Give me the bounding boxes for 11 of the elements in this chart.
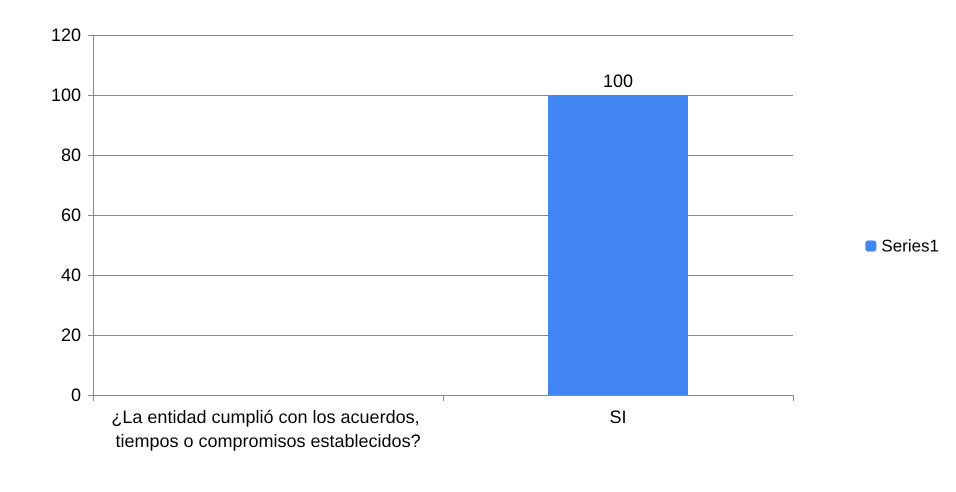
x-tick-label: ¿La entidad cumplió con los acuerdos, tiempos o compromisos establecidos? bbox=[111, 407, 425, 451]
y-tick-label: 100 bbox=[50, 85, 81, 105]
y-tick-label: 120 bbox=[50, 25, 81, 45]
legend-label: Series1 bbox=[881, 236, 939, 256]
text: 100 bbox=[602, 71, 634, 91]
y-tick-label: 40 bbox=[60, 265, 81, 285]
y-tick-label: 60 bbox=[60, 205, 81, 225]
y-tick-label: 20 bbox=[60, 325, 81, 345]
x-tick-label: SI bbox=[609, 407, 627, 427]
y-tick-label: 80 bbox=[60, 145, 81, 165]
y-tick-label: 0 bbox=[70, 385, 81, 405]
